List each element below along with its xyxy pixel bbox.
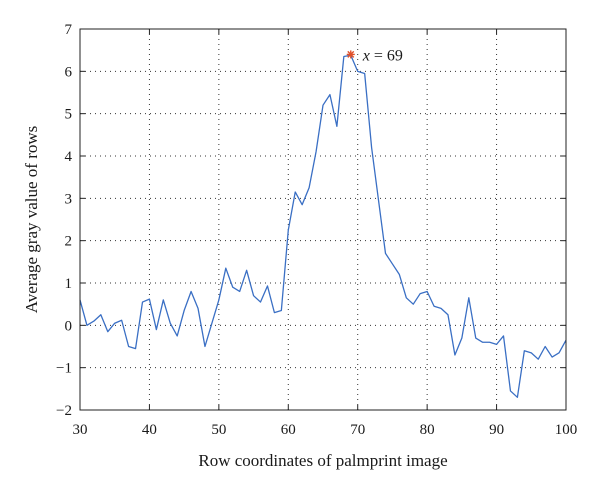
peak-marker: [346, 50, 355, 59]
y-tick-label: −2: [56, 403, 72, 419]
x-axis-title: Row coordinates of palmprint image: [198, 451, 447, 470]
y-tick-label: 6: [65, 64, 73, 80]
grid: [80, 29, 566, 410]
annotation: x = 69: [346, 47, 403, 64]
x-tick-label: 30: [73, 422, 88, 438]
series-layer: [79, 54, 567, 398]
x-tick-label: 80: [420, 422, 435, 438]
x-tick-label: 90: [489, 422, 504, 438]
series-line: [79, 54, 567, 398]
y-tick-label: 3: [65, 191, 73, 207]
y-tick-label: 2: [65, 234, 73, 250]
y-tick-label: 5: [65, 107, 73, 123]
y-tick-label: 7: [65, 22, 73, 38]
plot-frame: [79, 28, 567, 411]
y-tick-label: 0: [65, 318, 73, 334]
peak-annotation-label: x = 69: [362, 47, 403, 64]
x-tick-label: 100: [555, 422, 578, 438]
y-tick-label: 4: [65, 149, 73, 165]
peak-annotation-var: x: [362, 47, 370, 64]
x-tick-label: 70: [350, 422, 365, 438]
y-tick-label: −1: [56, 361, 72, 377]
x-tick-label: 60: [281, 422, 296, 438]
y-axis-title: Average gray value of rows: [22, 126, 41, 314]
ticks: 30 40 50 60 70 80 90 100 −2 −1 0 1 2 3 4 5 6 7: [56, 22, 577, 438]
peak-annotation-value: = 69: [370, 47, 403, 64]
x-tick-label: 50: [211, 422, 226, 438]
y-tick-label: 1: [65, 276, 73, 292]
x-tick-label: 40: [142, 422, 157, 438]
